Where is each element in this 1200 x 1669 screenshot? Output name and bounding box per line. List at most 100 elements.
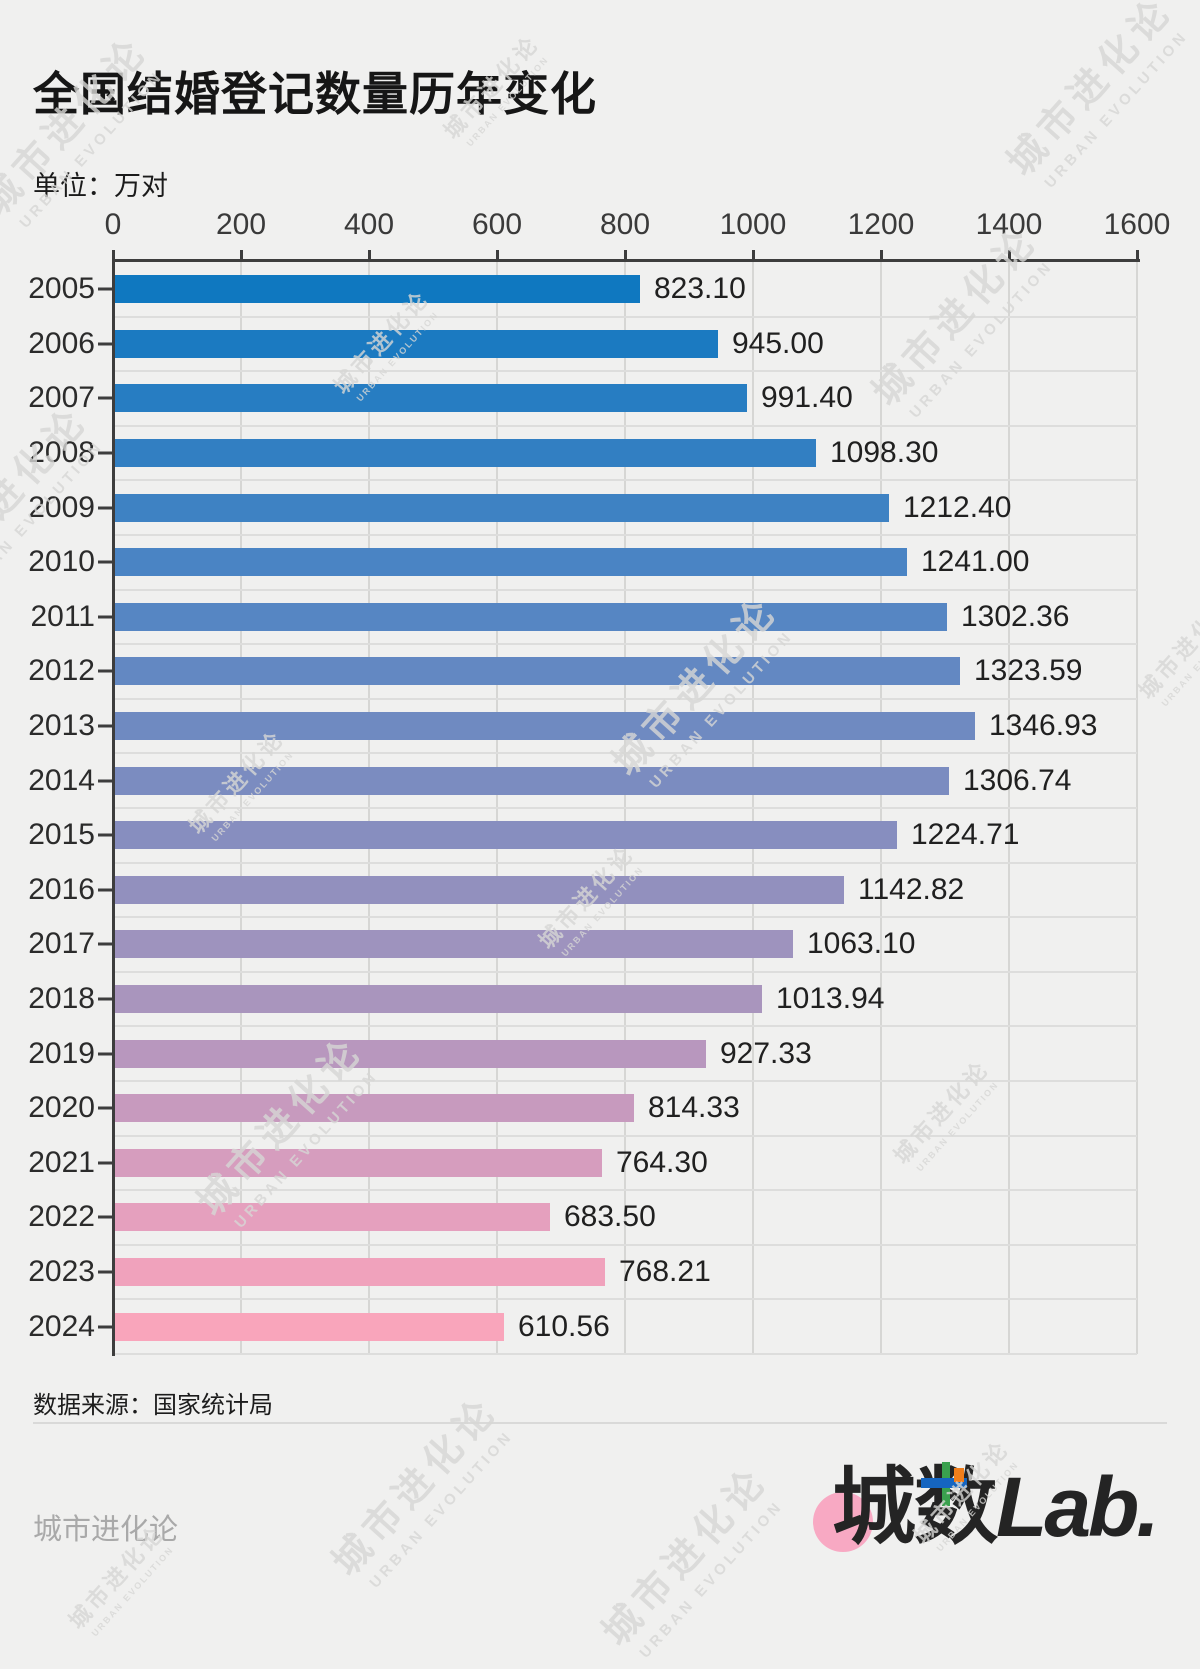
watermark: 城市进化论 URBAN EVOLUTION <box>317 1381 523 1598</box>
year-label: 2014 <box>28 763 95 797</box>
watermark-cn-text: 城市进化论 <box>1133 590 1200 704</box>
y-axis-line <box>112 250 115 1356</box>
value-label: 1224.71 <box>911 818 1020 852</box>
bar <box>113 1258 605 1287</box>
y-tick-mark <box>98 506 112 510</box>
bar <box>113 875 844 904</box>
bar-row: 2023 768.21 <box>28 1245 1137 1300</box>
watermark: 城市进化论 URBAN EVOLUTION <box>992 0 1198 199</box>
logo-accent-blue <box>921 1478 967 1488</box>
y-tick-mark <box>98 287 112 291</box>
x-tick-label: 0 <box>104 208 122 241</box>
value-label: 991.40 <box>761 381 853 415</box>
y-tick-mark <box>98 833 112 837</box>
bar <box>113 329 718 358</box>
year-label: 2023 <box>28 1255 95 1289</box>
logo-pink-circle <box>813 1492 873 1552</box>
horizontal-gridline <box>113 1353 1137 1355</box>
bar <box>113 493 889 522</box>
x-tick-label: 200 <box>215 208 267 241</box>
value-label: 823.10 <box>654 272 746 306</box>
horizontal-gridline <box>113 479 1137 482</box>
year-label: 2017 <box>28 927 95 961</box>
watermark-cn-text: 城市进化论 <box>595 1458 777 1654</box>
value-label: 814.33 <box>648 1091 740 1125</box>
value-label: 768.21 <box>619 1255 711 1289</box>
value-label: 1212.40 <box>903 490 1012 524</box>
bar <box>113 1039 706 1068</box>
y-tick-mark <box>98 779 112 783</box>
bar <box>113 766 949 795</box>
year-label: 2010 <box>28 545 95 579</box>
y-tick-mark <box>98 1215 112 1219</box>
horizontal-gridline <box>113 588 1137 591</box>
bar-row: 2013 1346.93 <box>28 699 1137 754</box>
bar-row: 2014 1306.74 <box>28 753 1137 808</box>
bar-row: 2009 1212.40 <box>28 480 1137 535</box>
bar <box>113 1148 602 1177</box>
horizontal-gridline <box>113 1189 1137 1192</box>
horizontal-gridline <box>113 315 1137 318</box>
y-tick-mark <box>98 1325 112 1329</box>
bar <box>113 384 747 413</box>
year-label: 2005 <box>28 272 95 306</box>
y-tick-mark <box>98 942 112 946</box>
value-label: 1306.74 <box>963 763 1072 797</box>
y-tick-mark <box>98 1161 112 1165</box>
x-tick-label: 800 <box>599 208 651 241</box>
data-source-label: 数据来源：国家统计局 <box>33 1392 273 1419</box>
year-label: 2009 <box>28 490 95 524</box>
year-label: 2015 <box>28 818 95 852</box>
bar-row: 2006 945.00 <box>28 317 1137 372</box>
bar <box>113 275 640 304</box>
logo-text: 城数Lab. <box>832 1440 1160 1561</box>
horizontal-gridline <box>113 1025 1137 1028</box>
year-label: 2011 <box>30 599 95 633</box>
y-tick-mark <box>98 997 112 1001</box>
bar-row: 2020 814.33 <box>28 1081 1137 1136</box>
bar-row: 2017 1063.10 <box>28 917 1137 972</box>
watermark-en-text: URBAN EVOLUTION <box>1041 27 1192 192</box>
year-label: 2019 <box>28 1036 95 1070</box>
watermark: 城市进化论 URBAN EVOLUTION <box>1130 587 1200 713</box>
bar <box>113 657 960 686</box>
year-label: 2020 <box>28 1091 95 1125</box>
x-tick-label: 600 <box>471 208 523 241</box>
value-label: 610.56 <box>518 1309 610 1343</box>
value-label: 1098.30 <box>830 436 939 470</box>
watermark: 城市进化论 URBAN EVOLUTION <box>0 21 173 238</box>
y-tick-mark <box>98 888 112 892</box>
horizontal-gridline <box>113 424 1137 427</box>
x-tick-mark <box>496 250 499 261</box>
chart-plot-area: 2005 823.10 2006 945.00 2007 991.40 2008 1098.3… <box>28 262 1138 1355</box>
horizontal-gridline <box>113 916 1137 919</box>
bar-row: 2012 1323.59 <box>28 644 1137 699</box>
bar <box>113 1094 634 1123</box>
horizontal-gridline <box>113 697 1137 700</box>
year-label: 2021 <box>28 1145 95 1179</box>
bar-row: 2021 764.30 <box>28 1136 1137 1191</box>
y-tick-mark <box>98 560 112 564</box>
year-label: 2008 <box>28 436 95 470</box>
bar-row: 2024 610.56 <box>28 1299 1137 1354</box>
y-tick-mark <box>98 1106 112 1110</box>
footer-divider <box>33 1422 1167 1424</box>
value-label: 945.00 <box>732 326 824 360</box>
year-label: 2018 <box>28 982 95 1016</box>
horizontal-gridline <box>113 970 1137 973</box>
vertical-gridline <box>1136 262 1138 1354</box>
y-tick-mark <box>98 669 112 673</box>
horizontal-gridline <box>113 861 1137 864</box>
value-label: 927.33 <box>720 1036 812 1070</box>
x-tick-label: 1400 <box>975 208 1043 241</box>
x-tick-mark <box>1136 250 1139 261</box>
bar-row: 2015 1224.71 <box>28 808 1137 863</box>
unit-label: 单位：万对 <box>33 171 168 201</box>
bar <box>113 712 975 741</box>
logo-cn-text: 城数 <box>832 1460 998 1554</box>
logo-latin-text: Lab. <box>996 1460 1160 1554</box>
bar-row: 2008 1098.30 <box>28 426 1137 481</box>
logo-accent-orange <box>954 1468 964 1482</box>
value-label: 1142.82 <box>858 872 965 906</box>
